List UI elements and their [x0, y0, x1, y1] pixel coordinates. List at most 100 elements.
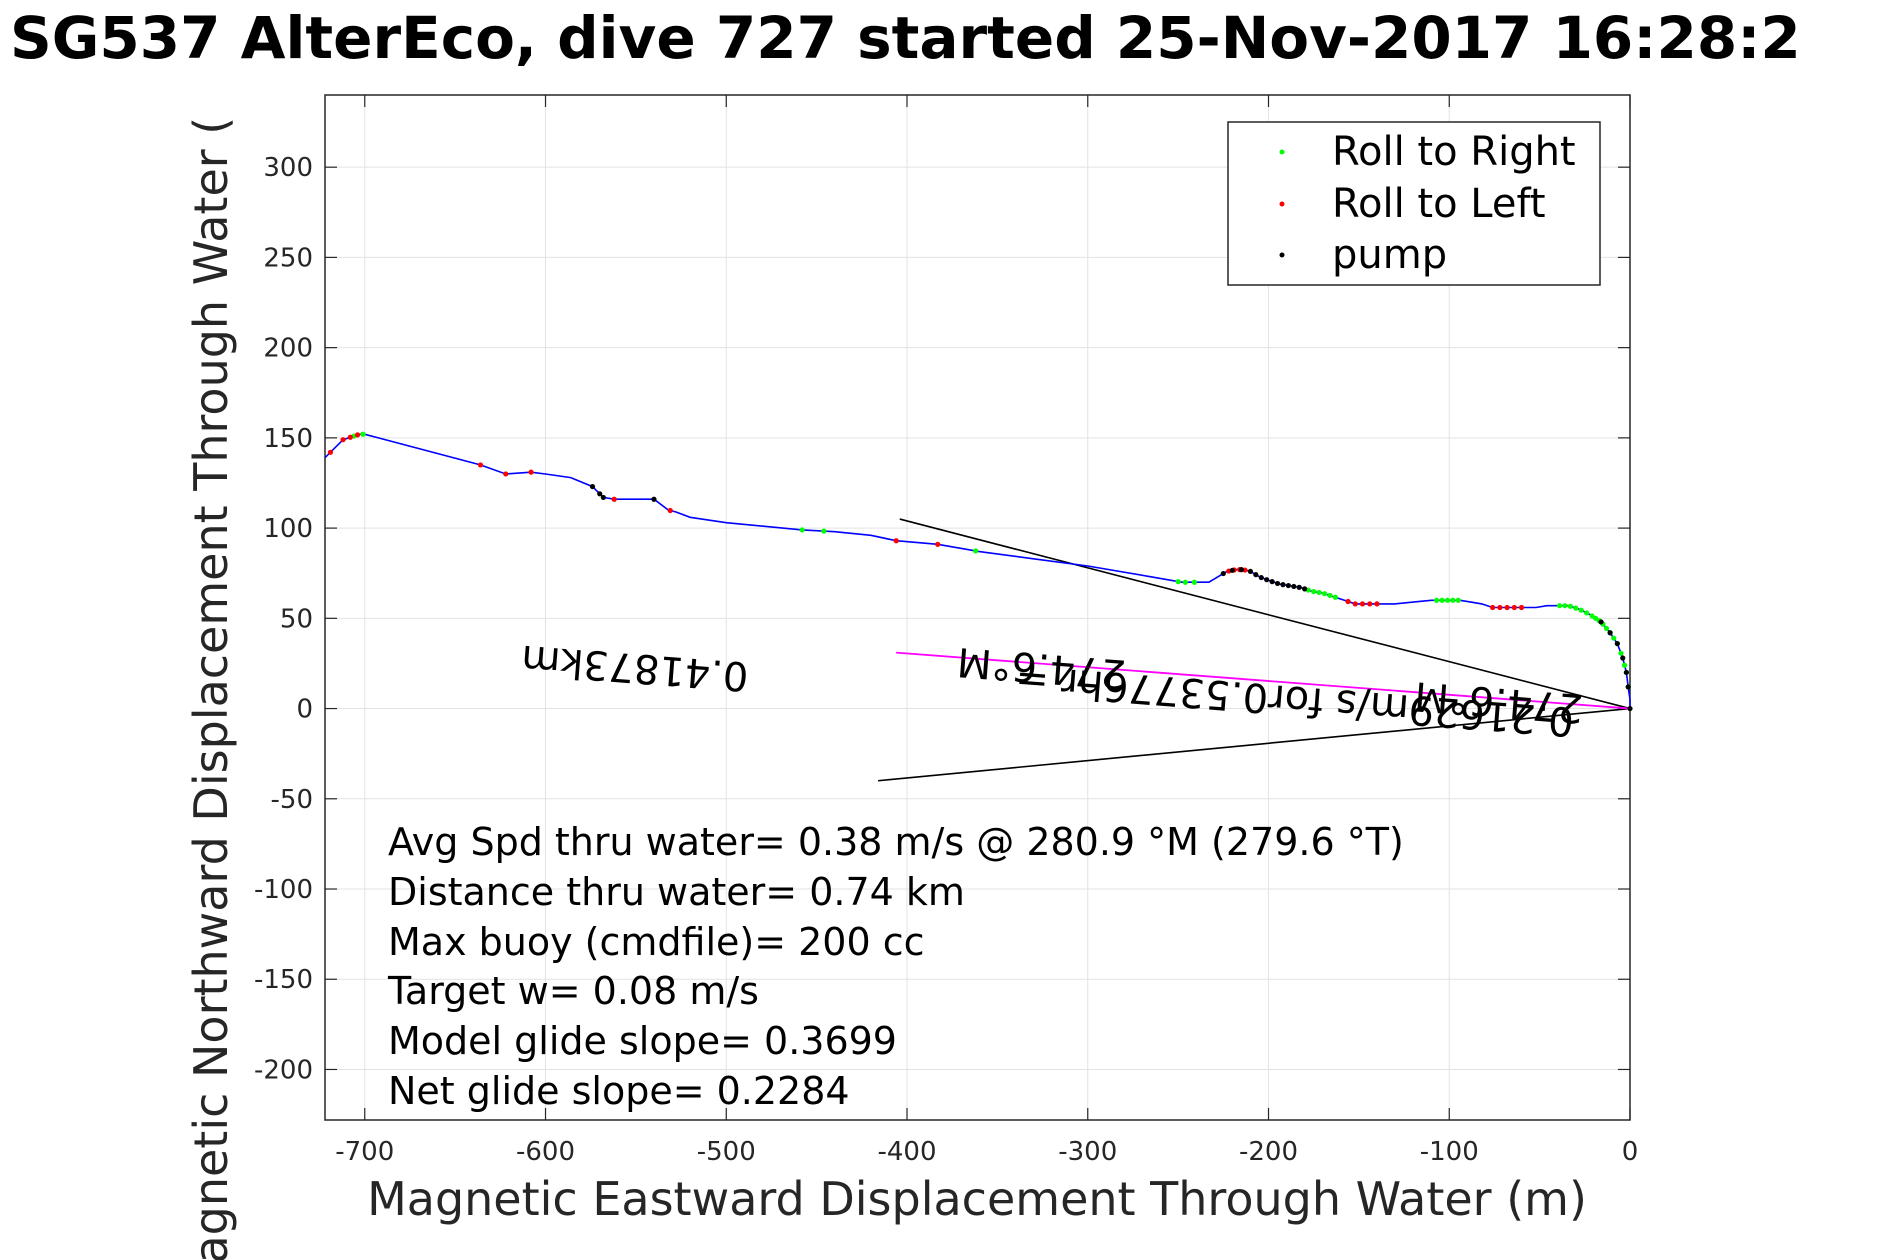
roll-right-point: [1450, 597, 1456, 603]
roll-right-point: [1433, 597, 1440, 603]
chart-title: SG537 AlterEco, dive 727 started 25-Nov-…: [10, 4, 1801, 72]
wedge-line: [878, 707, 1631, 782]
roll-left-point: [1359, 601, 1366, 607]
pump-point: [600, 494, 606, 501]
roll-left-point: [1497, 604, 1503, 611]
pump-point: [1229, 567, 1235, 573]
pump-point: [1264, 577, 1270, 583]
roll-right-point: [1578, 607, 1584, 613]
x-tick-label: -400: [878, 1137, 937, 1167]
pump-point: [1285, 582, 1291, 589]
wedge-line: [899, 518, 1631, 710]
roll-left-point: [1511, 604, 1517, 611]
roll-right-point: [1321, 591, 1328, 597]
pump-point: [1291, 583, 1297, 590]
roll-right-point: [1573, 605, 1579, 611]
x-tick-label: -100: [1420, 1137, 1479, 1167]
info-line-distance: Distance thru water= 0.74 km: [388, 870, 965, 914]
pump-point: [1253, 572, 1259, 578]
roll-right-point: [1316, 589, 1322, 596]
roll-left-point: [1490, 604, 1496, 611]
roll-right-point: [1621, 662, 1628, 668]
roll-left-point: [1345, 598, 1351, 605]
info-line-target-w: Target w= 0.08 m/s: [387, 969, 759, 1013]
roll-right-point: [1455, 597, 1461, 603]
roll-right-point: [1327, 592, 1333, 599]
legend-box: [1227, 121, 1601, 286]
legend-label-pump: pump: [1332, 232, 1447, 278]
roll-right-point: [1584, 610, 1590, 616]
pump-point: [1258, 574, 1264, 581]
y-tick-label: 100: [263, 514, 313, 544]
legend-marker-roll-left: [1279, 201, 1285, 207]
pump-point: [651, 496, 657, 502]
pump-point: [1280, 582, 1286, 588]
legend: Roll to Right Roll to Left pump: [1227, 121, 1601, 286]
info-line-model-glide: Model glide slope= 0.3699: [388, 1019, 897, 1063]
overlay-lines: [878, 518, 1631, 782]
roll-left-point: [477, 462, 484, 468]
info-line-max-buoy: Max buoy (cmdfile)= 200 cc: [388, 920, 925, 964]
roll-left-point: [893, 538, 899, 544]
pump-point: [1614, 640, 1620, 647]
y-tick-label: -50: [271, 785, 313, 815]
pump-point: [1623, 669, 1629, 676]
x-tick-label: -600: [516, 1137, 575, 1167]
roll-right-point: [1191, 579, 1197, 585]
roll-left-point: [340, 437, 346, 443]
roll-left-point: [354, 432, 361, 438]
plot-frame: [324, 94, 1631, 1121]
roll-right-point: [1175, 578, 1181, 585]
pump-point: [1220, 570, 1226, 577]
y-tick-label: 300: [263, 153, 313, 183]
roll-left-point: [1367, 601, 1373, 607]
pump-point: [1620, 655, 1626, 661]
legend-label-roll-right: Roll to Right: [1332, 129, 1576, 175]
roll-left-point: [667, 507, 673, 514]
pump-point: [1627, 705, 1633, 712]
roll-right-point: [1332, 594, 1338, 600]
y-tick-label: 250: [263, 243, 313, 273]
roll-right-point: [1444, 597, 1451, 603]
roll-right-point: [973, 548, 979, 554]
roll-left-point: [611, 496, 617, 502]
points-layer: [327, 431, 1633, 712]
y-tick-label: 200: [263, 334, 313, 364]
roll-right-point: [1589, 613, 1595, 619]
roll-right-point: [1567, 603, 1573, 609]
pump-point: [1247, 568, 1254, 575]
roll-left-point: [528, 469, 534, 475]
roll-right-point: [1182, 579, 1188, 585]
roll-right-point: [799, 527, 805, 533]
pump-point: [1269, 579, 1275, 585]
roll-left-point: [327, 449, 334, 455]
info-line-avg-speed: Avg Spd thru water= 0.38 m/s @ 280.9 °M …: [388, 820, 1404, 864]
roll-left-point: [1518, 604, 1525, 611]
roll-right-point: [1603, 625, 1610, 632]
y-axis-label: Magnetic Northward Displacement Through …: [184, 117, 238, 1260]
pump-point: [1296, 584, 1302, 590]
y-tick-label: -200: [254, 1055, 313, 1085]
roll-left-point: [503, 471, 509, 477]
pump-point: [1302, 586, 1308, 592]
legend-marker-roll-right: [1279, 149, 1285, 155]
x-tick-label: -700: [335, 1137, 394, 1167]
info-line-net-glide: Net glide slope= 0.2284: [388, 1069, 850, 1113]
y-tick-label: -100: [254, 875, 313, 905]
pump-point: [597, 491, 603, 497]
y-tick-label: 0: [296, 695, 313, 725]
x-tick-label: -200: [1239, 1137, 1298, 1167]
legend-marker-pump: [1279, 252, 1285, 258]
roll-left-point: [347, 434, 353, 440]
pump-point: [1598, 619, 1604, 625]
x-axis-label: Magnetic Eastward Displacement Through W…: [367, 1172, 1587, 1226]
pump-point: [1625, 684, 1631, 690]
mean-current-line: [896, 651, 1631, 710]
legend-label-roll-left: Roll to Left: [1332, 181, 1546, 227]
y-tick-label: 50: [280, 604, 313, 634]
y-tick-label: 150: [263, 424, 313, 454]
roll-left-point: [1504, 604, 1510, 611]
roll-right-point: [1562, 603, 1568, 609]
roll-right-point: [1611, 635, 1617, 641]
